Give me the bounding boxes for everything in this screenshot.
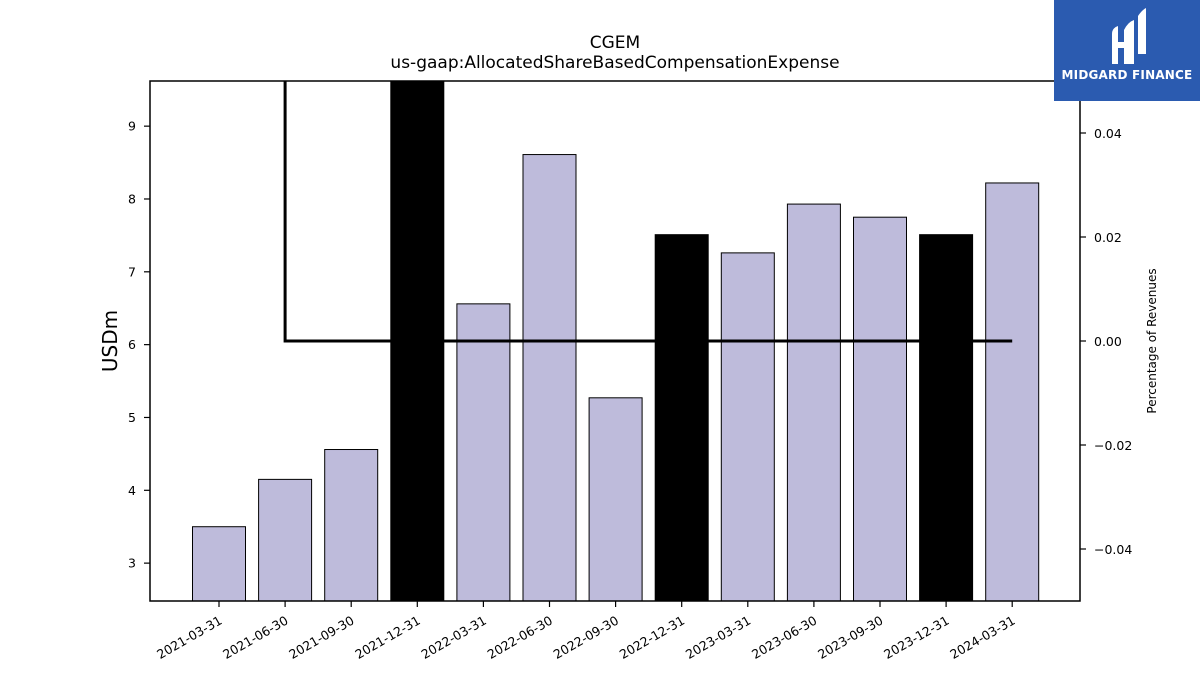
chart-title: CGEM (590, 33, 640, 53)
line-group (283, 81, 1013, 343)
x-tick-label: 2022-06-30 (485, 613, 555, 662)
y-tick-label: 4 (128, 483, 136, 498)
y-tick-label: 3 (128, 556, 136, 571)
x-tick-label: 2023-12-31 (881, 613, 951, 662)
midgard-finance-logo: MIDGARD FINANCE (1054, 0, 1200, 101)
y2-tick-label: 0.04 (1094, 126, 1122, 141)
x-axis: 2021-03-312021-06-302021-09-302021-12-31… (154, 601, 1018, 662)
bar-2023-12-31 (919, 234, 974, 602)
bar-2023-03-31 (720, 252, 775, 602)
x-tick-label: 2021-06-30 (220, 613, 290, 662)
x-tick-label: 2023-03-31 (683, 613, 753, 662)
x-tick-label: 2023-06-30 (749, 613, 819, 662)
x-tick-label: 2021-03-31 (154, 613, 224, 662)
x-tick-label: 2021-12-31 (352, 613, 422, 662)
bar-2023-09-30 (853, 216, 907, 602)
x-tick-label: 2022-03-31 (418, 613, 488, 662)
y-axis-right: −0.04 −0.02 0.00 0.02 0.04 (1080, 126, 1132, 557)
percentage-line (283, 81, 1013, 343)
logo-text: MIDGARD FINANCE (1061, 68, 1193, 82)
bar-2021-03-31 (192, 526, 246, 602)
y2-tick-label: −0.02 (1094, 438, 1132, 453)
y2-tick-label: 0.02 (1094, 230, 1122, 245)
bar-2022-06-30 (522, 154, 577, 602)
y-tick-label: 8 (128, 191, 136, 206)
bar-2022-12-31 (654, 234, 709, 602)
bar-2022-09-30 (588, 397, 643, 602)
x-tick-label: 2021-09-30 (286, 613, 356, 662)
y2-axis-label: Percentage of Revenues (1145, 268, 1159, 413)
bar-2021-09-30 (324, 449, 379, 602)
y2-tick-label: −0.04 (1094, 542, 1132, 557)
y-tick-label: 7 (128, 264, 136, 279)
bar-2023-06-30 (786, 203, 841, 602)
y2-tick-label: 0.00 (1094, 334, 1122, 349)
y-tick-label: 5 (128, 410, 136, 425)
y-tick-label: 6 (128, 337, 136, 352)
bar-2021-06-30 (258, 478, 313, 602)
y-axis-label: USDm (98, 310, 122, 372)
x-tick-label: 2022-12-31 (617, 613, 687, 662)
logo-mark-icon (1112, 8, 1146, 64)
x-tick-label: 2023-09-30 (815, 613, 885, 662)
bar-2022-03-31 (456, 303, 511, 602)
chart-subtitle: us-gaap:AllocatedShareBasedCompensationE… (390, 53, 839, 73)
bar-2024-03-31 (985, 182, 1040, 602)
y-axis-left: 3 4 5 6 7 8 9 (128, 119, 150, 571)
x-tick-label: 2022-09-30 (551, 613, 621, 662)
y-tick-label: 9 (128, 119, 136, 134)
x-tick-label: 2024-03-31 (947, 613, 1017, 662)
